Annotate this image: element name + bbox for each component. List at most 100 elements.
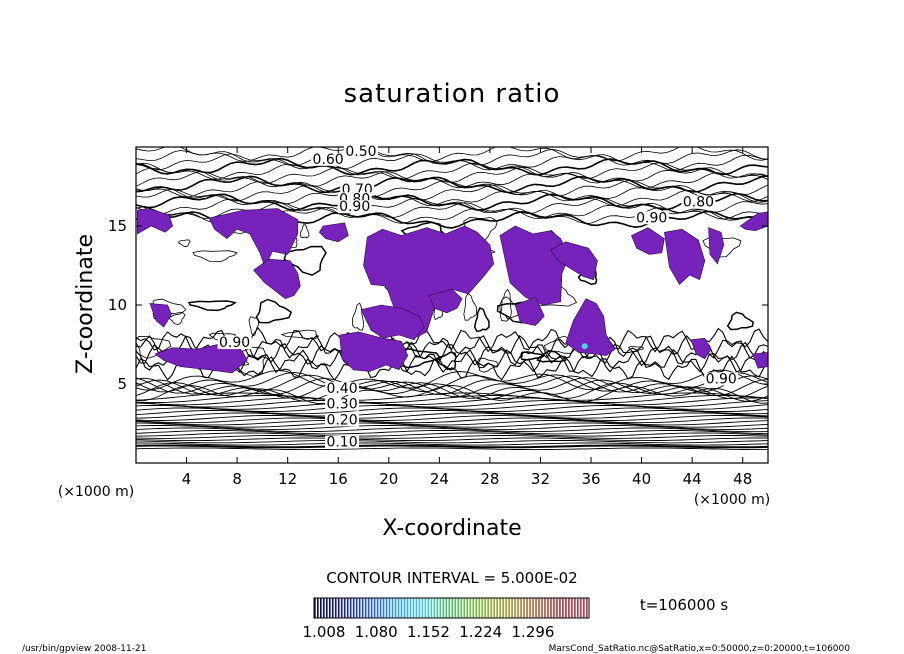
contour-label: 0.30 — [326, 397, 357, 413]
colorbar-segment — [376, 598, 379, 618]
footer-left: /usr/bin/gpview 2008-11-21 — [22, 644, 146, 654]
colorbar-tick-labels: 1.008 1.080 1.152 1.224 1.296 — [303, 623, 555, 641]
colorbar — [313, 597, 590, 619]
colorbar-segment — [463, 598, 466, 618]
contour-line — [136, 412, 768, 419]
colorbar-segment — [508, 598, 510, 618]
contour-loop — [248, 316, 260, 337]
colorbar-segment — [415, 598, 418, 618]
contour-label-halo — [325, 381, 360, 395]
supersaturated-region — [253, 258, 301, 300]
colorbar-segment — [427, 598, 430, 618]
contour-line — [136, 437, 768, 442]
x-unit-label: (×1000 m) — [694, 492, 770, 508]
contour-line — [136, 425, 768, 430]
contour-line — [136, 382, 768, 402]
contour-label-halo — [681, 195, 716, 209]
x-axis-title: X-coordinate — [382, 516, 521, 541]
contour-line — [136, 148, 768, 167]
colorbar-segment — [343, 598, 346, 618]
supersaturated-region — [690, 337, 712, 360]
contour-line — [136, 157, 768, 176]
contour-line — [136, 202, 768, 220]
supersaturated-region — [565, 298, 616, 356]
colorbar-segment — [493, 598, 495, 618]
supersaturated-region — [339, 331, 409, 372]
supersaturated-region — [137, 208, 174, 235]
contour-line — [136, 400, 768, 408]
colorbar-segment — [496, 598, 498, 618]
colorbar-segment — [490, 598, 492, 618]
contour-label: 0.20 — [326, 413, 357, 429]
contour-interval-text: CONTOUR INTERVAL = 5.000E-02 — [326, 569, 577, 587]
colorbar-segment — [424, 598, 427, 618]
colorbar-tick-label: 1.224 — [459, 623, 502, 641]
colorbar-segment — [361, 598, 364, 618]
colorbar-segment — [421, 598, 424, 618]
contour-loop — [477, 357, 499, 373]
colorbar-segment — [403, 598, 406, 618]
y-unit-label: (×1000 m) — [58, 484, 134, 500]
colorbar-segment — [379, 598, 382, 618]
contour-line — [136, 447, 768, 451]
colorbar-segment — [358, 598, 361, 618]
colorbar-segment — [346, 598, 349, 618]
contour-loop — [702, 236, 742, 258]
colorbar-segment — [586, 598, 588, 618]
contour-loop — [192, 250, 238, 263]
x-tick-label: 44 — [683, 470, 702, 488]
colorbar-tick-label: 1.080 — [355, 623, 398, 641]
colorbar-segment — [514, 598, 516, 618]
colorbar-segment — [535, 598, 537, 618]
contour-line — [136, 355, 768, 381]
contour-loop — [499, 296, 520, 322]
x-tick-label: 8 — [232, 470, 242, 488]
colorbar-segment — [355, 598, 358, 618]
contour-line — [136, 415, 768, 421]
supersaturated-region — [499, 225, 569, 306]
contour-loop — [280, 329, 320, 340]
x-tick-label: 16 — [329, 470, 348, 488]
contour-lines — [136, 147, 768, 451]
contour-loop — [473, 307, 490, 333]
y-tick-label: 5 — [117, 375, 127, 393]
colorbar-segment — [406, 598, 409, 618]
y-tick-label: 15 — [108, 217, 127, 235]
colorbar-segment — [367, 598, 370, 618]
colorbar-segment — [382, 598, 385, 618]
colorbar-segment — [559, 598, 561, 618]
contour-loop — [187, 300, 237, 312]
colorbar-segment — [574, 598, 576, 618]
supersaturated-region — [514, 296, 545, 326]
supersaturated-peak — [581, 343, 588, 350]
contour-line — [136, 188, 768, 207]
colorbar-segment — [394, 598, 397, 618]
colorbar-segment — [319, 598, 322, 618]
x-tick-label: 32 — [531, 470, 550, 488]
colorbar-segment — [487, 598, 490, 618]
contour-line — [136, 397, 768, 406]
colorbar-segment — [481, 598, 484, 618]
contour-line — [136, 147, 768, 162]
contour-line — [136, 369, 768, 391]
colorbar-segment — [460, 598, 463, 618]
contour-line — [136, 422, 768, 428]
contour-label-halo — [217, 336, 252, 350]
contour-line — [136, 432, 768, 437]
contour-label-halo — [325, 397, 360, 411]
colorbar-segment — [499, 598, 501, 618]
colorbar-segment — [547, 598, 549, 618]
supersaturated-region — [318, 222, 349, 243]
colorbar-segment — [349, 598, 352, 618]
colorbar-segment — [337, 598, 340, 618]
supersaturated-region — [631, 227, 665, 255]
colorbar-segment — [325, 598, 328, 618]
colorbar-segment — [314, 598, 316, 618]
colorbar-segment — [340, 598, 343, 618]
colorbar-segment — [505, 598, 507, 618]
colorbar-segment — [580, 598, 582, 618]
contour-loop — [520, 351, 546, 361]
contour-labels: 0.500.600.700.800.90 0.800.900.900.400.30… — [217, 144, 739, 451]
colorbar-segment — [436, 598, 439, 618]
